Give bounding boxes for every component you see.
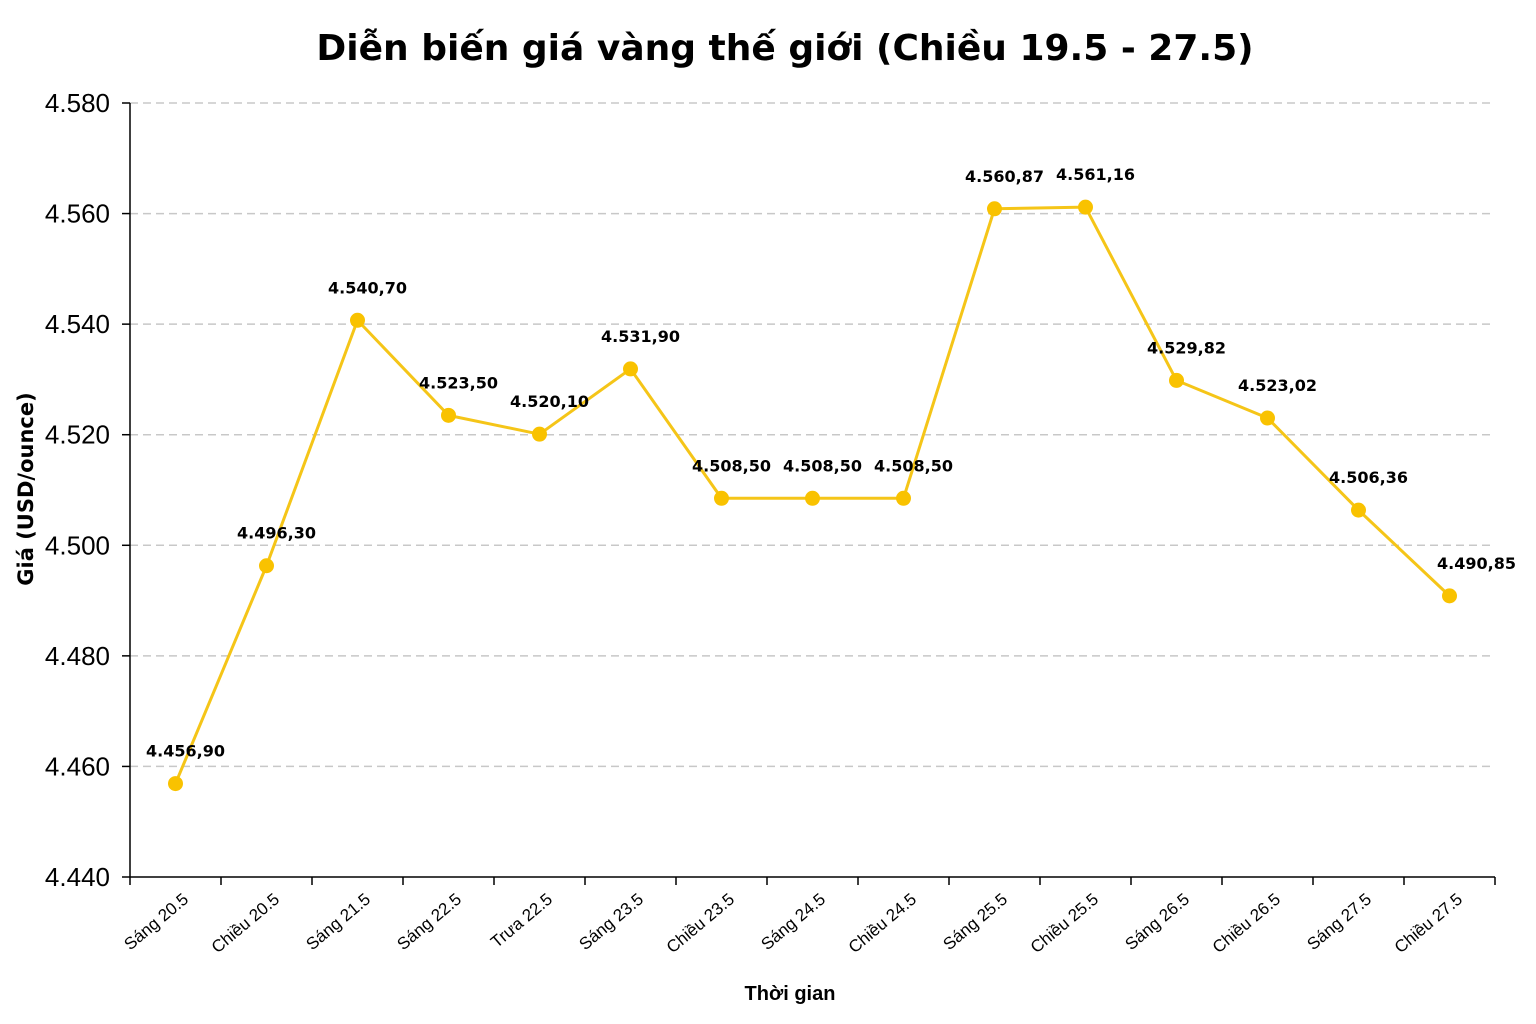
x-tick-label: Trưa 22.5: [487, 890, 556, 952]
price-series: [168, 199, 1457, 792]
data-label: 4.523,02: [1238, 376, 1317, 395]
x-tick-label: Chiều 24.5: [845, 890, 920, 957]
data-point: [714, 490, 729, 506]
data-point: [441, 407, 456, 423]
data-point: [168, 776, 183, 792]
y-tick-label: 4.500: [45, 530, 110, 560]
x-tick-label: Sáng 23.5: [575, 890, 647, 954]
x-tick-label: Chiều 23.5: [663, 890, 738, 957]
data-label: 4.508,50: [874, 456, 953, 475]
x-tick-label: Chiều 25.5: [1027, 890, 1102, 957]
data-label: 4.540,70: [328, 278, 407, 297]
y-tick-label: 4.440: [45, 862, 110, 892]
data-point: [1442, 588, 1457, 604]
y-tick-label: 4.460: [45, 751, 110, 781]
x-axis-title: Thời gian: [745, 983, 836, 1005]
data-point: [1169, 372, 1184, 388]
x-tick-label: Sáng 21.5: [302, 890, 374, 954]
data-label: 4.508,50: [692, 456, 771, 475]
x-tick-label: Chiều 20.5: [208, 890, 283, 957]
data-point: [532, 426, 547, 442]
data-label: 4.529,82: [1147, 338, 1226, 357]
x-tick-label: Sáng 26.5: [1121, 890, 1193, 954]
x-tick-label: Sáng 20.5: [120, 890, 192, 954]
data-point: [1078, 199, 1093, 215]
data-point: [987, 201, 1002, 217]
y-tick-labels: 4.440 4.460 4.480 4.500 4.520 4.540 4.560 4.580: [45, 88, 130, 892]
data-label: 4.508,50: [783, 456, 862, 475]
x-tick-label: Chiều 27.5: [1391, 890, 1466, 957]
data-point: [805, 490, 820, 506]
y-tick-label: 4.480: [45, 641, 110, 671]
data-label: 4.520,10: [510, 392, 589, 411]
data-label: 4.496,30: [237, 524, 316, 543]
data-labels: 4.456,90 4.496,30 4.540,70 4.523,50 4.520,10…: [146, 165, 1516, 760]
data-label: 4.560,87: [965, 167, 1044, 186]
data-point: [259, 558, 274, 574]
data-point: [896, 490, 911, 506]
x-tick-labels: Sáng 20.5 Chiều 20.5 Sáng 21.5 Sáng 22.5 Trư…: [120, 877, 1496, 957]
y-tick-label: 4.560: [45, 199, 110, 229]
x-tick-label: Sáng 25.5: [939, 890, 1011, 954]
data-point: [1351, 502, 1366, 518]
data-point: [623, 361, 638, 377]
y-axis-title: Giá (USD/ounce): [14, 392, 38, 585]
data-label: 4.490,85: [1437, 554, 1516, 573]
data-label: 4.506,36: [1329, 468, 1408, 487]
data-point: [1260, 410, 1275, 426]
data-label: 4.456,90: [146, 742, 225, 761]
y-tick-label: 4.580: [45, 88, 110, 118]
x-tick-label: Chiều 26.5: [1209, 890, 1284, 957]
x-tick-label: Sáng 22.5: [393, 890, 465, 954]
x-tick-label: Sáng 27.5: [1303, 890, 1375, 954]
data-label: 4.561,16: [1056, 165, 1135, 184]
data-point: [350, 312, 365, 328]
data-label: 4.523,50: [419, 373, 498, 392]
gridlines: [130, 102, 1495, 768]
x-tick-label: Sáng 24.5: [757, 890, 829, 954]
data-label: 4.531,90: [601, 327, 680, 346]
y-tick-label: 4.540: [45, 309, 110, 339]
chart-title: Diễn biến giá vàng thế giới (Chiều 19.5 …: [316, 28, 1253, 69]
y-tick-label: 4.520: [45, 420, 110, 450]
